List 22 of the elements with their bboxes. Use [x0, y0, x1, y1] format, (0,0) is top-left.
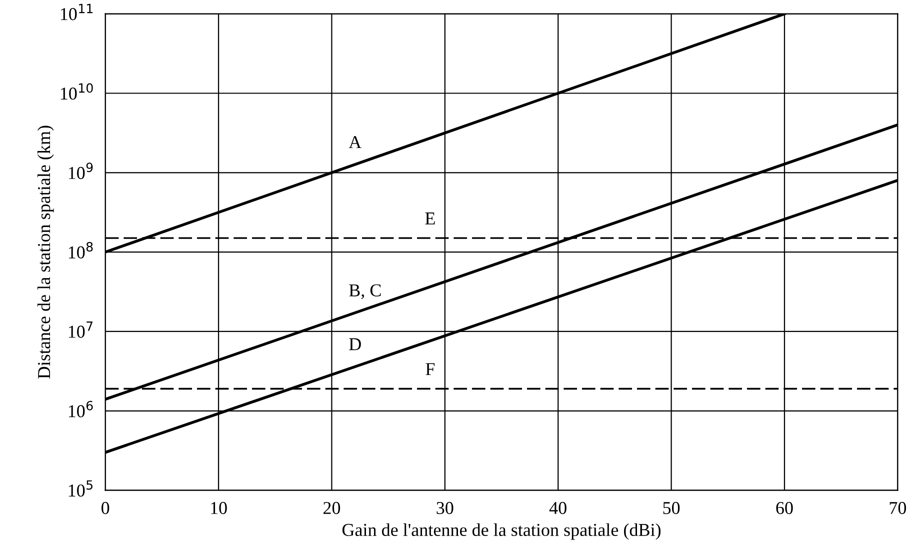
x-tick-label: 70 [890, 502, 906, 514]
x-tick-label: 30 [436, 502, 454, 514]
x-tick-label: 0 [102, 502, 110, 514]
x-tick-label: 60 [776, 502, 793, 514]
x-tick-label: 10 [211, 502, 227, 514]
y-tick-label: 10$^{6}$ [68, 400, 93, 418]
ref-line-label: F [426, 363, 435, 376]
x-axis-title: Gain de l'antenne de la station spatiale (dBi) [342, 523, 661, 540]
y-tick-label: 10$^{5}$ [68, 480, 92, 497]
x-tick-label: 50 [663, 502, 680, 514]
y-tick-label: 10$^{7}$ [68, 322, 93, 338]
series-label: D [349, 338, 361, 350]
series-label: A [348, 136, 362, 148]
y-tick-label: 10$^{10}$ [60, 83, 93, 100]
x-tick-label: 40 [549, 502, 566, 514]
y-tick-label: 10$^{9}$ [68, 162, 93, 180]
ref-line-label: E [425, 212, 435, 224]
series-label: B, C [349, 284, 381, 300]
x-tick-label: 20 [323, 502, 340, 514]
y-tick-label: 10$^{8}$ [68, 242, 93, 258]
y-axis-title: Distance de la station spatiale (km) [37, 126, 54, 379]
y-tick-label: 10$^{11}$ [60, 4, 93, 20]
